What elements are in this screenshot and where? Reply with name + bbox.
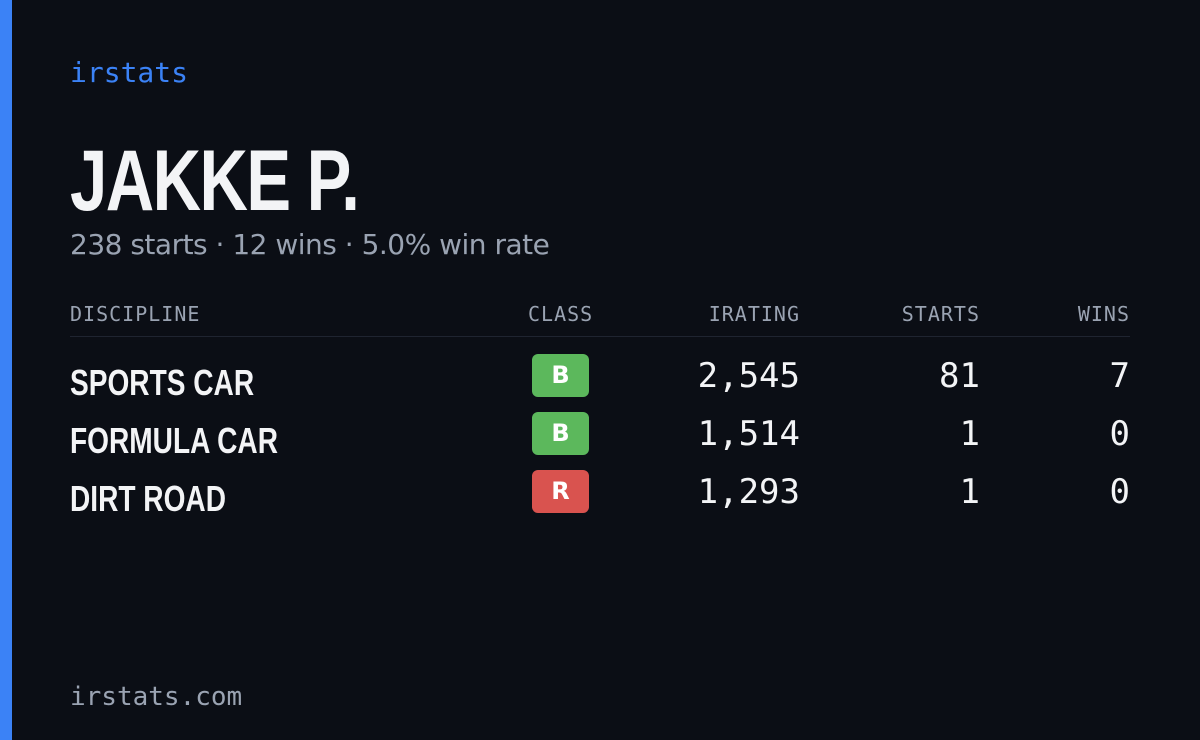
irating: 1,514: [697, 414, 800, 454]
header: WINS: [1077, 302, 1130, 326]
header: IRATING: [708, 302, 800, 326]
wins: 0: [1109, 414, 1130, 454]
divider: [70, 336, 1130, 337]
player-name: JAKKE P.: [70, 133, 360, 229]
accent-bar: [0, 0, 12, 740]
header: STARTS: [901, 302, 980, 326]
starts: 1: [959, 414, 980, 454]
player-summary: 238 starts · 12 wins · 5.0% win rate: [70, 228, 550, 261]
irating: 2,545: [697, 356, 800, 396]
wins: 0: [1109, 472, 1130, 512]
discipline: SPORTS CAR: [70, 362, 255, 403]
wins: 7: [1109, 356, 1130, 396]
brand: irstats: [70, 56, 189, 89]
class-badge: R: [532, 470, 589, 513]
irating: 1,293: [697, 472, 800, 512]
class-badge: B: [532, 412, 589, 455]
discipline: DIRT ROAD: [70, 478, 226, 519]
discipline: FORMULA CAR: [70, 420, 278, 461]
header: CLASS: [528, 302, 594, 326]
header: DISCIPLINE: [70, 302, 201, 326]
starts: 1: [959, 472, 980, 512]
footer-url: irstats.com: [70, 682, 243, 712]
class-badge: B: [532, 354, 589, 397]
starts: 81: [939, 356, 980, 396]
